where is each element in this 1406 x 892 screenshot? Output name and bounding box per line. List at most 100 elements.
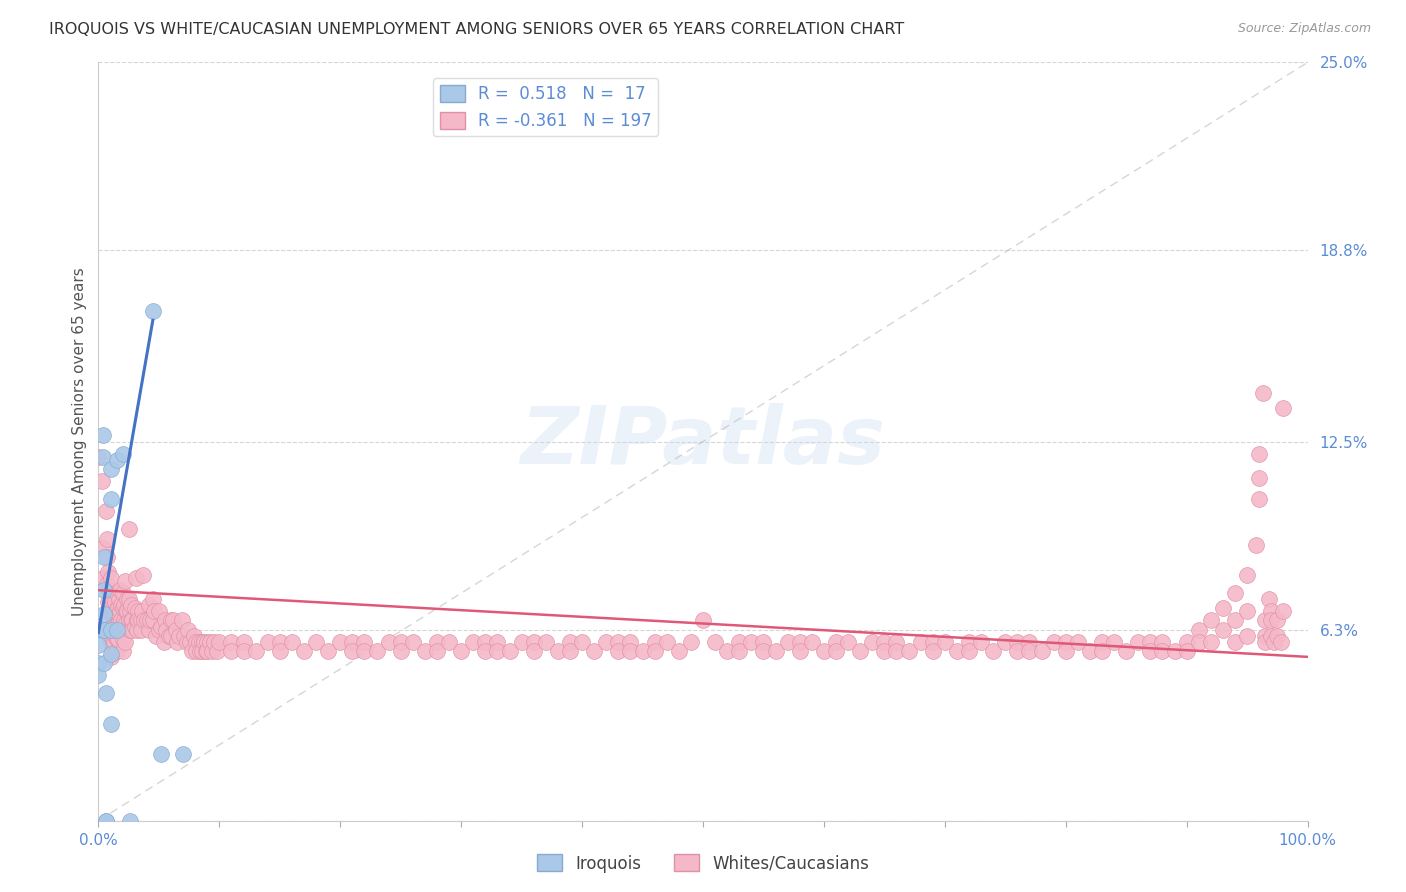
Point xyxy=(619,634,641,648)
Point xyxy=(1223,614,1246,628)
Point xyxy=(1267,614,1289,628)
Point xyxy=(134,614,156,628)
Point xyxy=(221,644,243,658)
Point xyxy=(800,634,823,648)
Point xyxy=(825,644,848,658)
Point xyxy=(1152,634,1174,648)
Point xyxy=(157,629,180,643)
Point xyxy=(100,589,122,603)
Point xyxy=(94,814,117,828)
Point xyxy=(1078,644,1101,658)
Point xyxy=(100,623,122,637)
Point xyxy=(921,644,943,658)
Point xyxy=(180,644,202,658)
Point xyxy=(115,604,138,618)
Point xyxy=(91,541,114,555)
Point xyxy=(111,632,134,646)
Point xyxy=(1223,586,1246,600)
Point xyxy=(201,644,224,658)
Point xyxy=(486,644,509,658)
Point xyxy=(752,634,775,648)
Point xyxy=(131,604,153,618)
Point xyxy=(413,644,436,658)
Point xyxy=(1199,634,1222,648)
Point xyxy=(94,814,117,828)
Point xyxy=(534,634,557,648)
Point xyxy=(100,571,122,585)
Point xyxy=(558,644,581,658)
Point xyxy=(981,644,1004,658)
Point xyxy=(93,607,115,622)
Point xyxy=(129,614,152,628)
Point xyxy=(789,644,811,658)
Point xyxy=(728,634,751,648)
Point xyxy=(910,634,932,648)
Point xyxy=(1260,614,1282,628)
Point xyxy=(486,634,509,648)
Point xyxy=(474,634,496,648)
Point xyxy=(825,634,848,648)
Point xyxy=(849,644,872,658)
Point xyxy=(377,634,399,648)
Point xyxy=(292,644,315,658)
Point xyxy=(1031,644,1053,658)
Point xyxy=(329,634,352,648)
Point xyxy=(100,607,122,622)
Point xyxy=(107,616,129,631)
Point xyxy=(692,614,714,628)
Point xyxy=(101,632,124,646)
Point xyxy=(91,428,114,442)
Point xyxy=(108,583,131,598)
Point xyxy=(752,644,775,658)
Point xyxy=(100,592,122,607)
Point xyxy=(112,599,135,613)
Point xyxy=(148,604,170,618)
Point xyxy=(120,614,142,628)
Point xyxy=(1139,634,1161,648)
Point xyxy=(789,634,811,648)
Point xyxy=(145,629,167,643)
Point xyxy=(474,644,496,658)
Point xyxy=(107,632,129,646)
Point xyxy=(1067,634,1090,648)
Point xyxy=(765,644,787,658)
Point xyxy=(162,614,184,628)
Point xyxy=(112,614,135,628)
Point xyxy=(1260,604,1282,618)
Point xyxy=(173,629,195,643)
Point xyxy=(101,616,124,631)
Point xyxy=(87,668,110,682)
Point xyxy=(160,614,183,628)
Legend: Iroquois, Whites/Caucasians: Iroquois, Whites/Caucasians xyxy=(530,847,876,880)
Point xyxy=(607,634,630,648)
Point xyxy=(463,634,485,648)
Point xyxy=(111,586,134,600)
Point xyxy=(1249,471,1271,485)
Point xyxy=(100,492,122,507)
Point xyxy=(426,634,449,648)
Point xyxy=(191,634,214,648)
Point xyxy=(87,638,110,652)
Point xyxy=(142,304,165,318)
Point xyxy=(193,634,215,648)
Point xyxy=(105,452,128,467)
Point xyxy=(108,607,131,622)
Point xyxy=(97,595,120,609)
Point xyxy=(96,532,118,546)
Point xyxy=(100,647,122,661)
Point xyxy=(1163,644,1185,658)
Point xyxy=(860,634,883,648)
Point xyxy=(104,595,127,609)
Point xyxy=(118,523,141,537)
Point xyxy=(776,634,799,648)
Point xyxy=(129,623,152,637)
Point xyxy=(281,634,304,648)
Point xyxy=(93,656,115,670)
Point xyxy=(111,447,134,461)
Point xyxy=(138,599,160,613)
Point xyxy=(716,644,738,658)
Point xyxy=(87,656,110,670)
Point xyxy=(668,644,690,658)
Point xyxy=(970,634,993,648)
Point xyxy=(510,634,533,648)
